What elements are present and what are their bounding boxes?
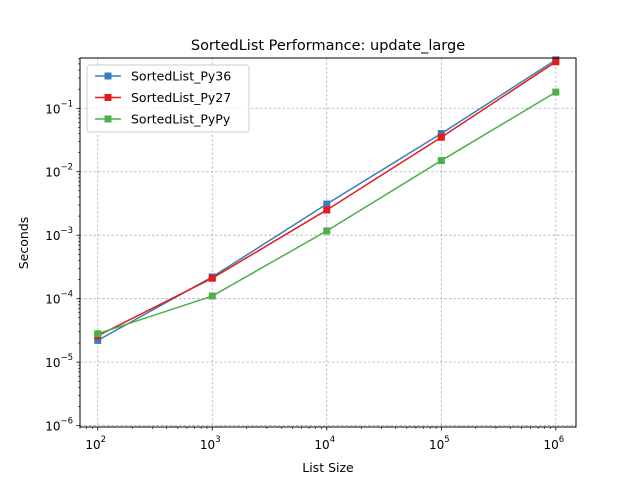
data-point [323,206,331,214]
legend-marker [104,115,112,123]
data-point [437,133,445,141]
y-tick-base: 10 [45,102,60,116]
x-tick-base: 10 [543,438,558,452]
x-tick-label: 106 [543,435,564,452]
y-tick-base: 10 [45,293,60,307]
data-point [208,292,216,300]
y-tick-exponent: −5 [60,353,73,363]
data-point [552,88,560,96]
y-tick-exponent: −2 [60,163,73,173]
data-point [437,157,445,165]
legend-marker [104,94,112,101]
data-point [437,130,445,138]
data-point [94,336,102,344]
x-tick-base: 10 [429,438,444,452]
x-tick-exponent: 4 [330,435,335,445]
data-point [323,227,331,235]
data-point [94,330,102,338]
legend-entry: SortedList_PyPy [95,112,231,127]
y-tick-base: 10 [45,356,60,370]
legend-label: SortedList_Py36 [131,69,231,84]
grid [80,58,576,427]
plot-frame [79,57,577,428]
y-tick-base: 10 [45,420,60,434]
legend-box [86,64,250,133]
data-point [208,274,216,282]
y-tick-base: 10 [45,229,60,243]
chart-title: SortedList Performance: update_large [191,38,465,54]
x-axis: 102 103 104 105 106 [79,427,564,452]
x-tick-base: 10 [200,438,215,452]
y-tick-label: 10−6 [45,417,73,434]
x-tick-exponent: 3 [215,435,220,445]
y-tick-exponent: −6 [60,417,73,427]
legend-marker [104,72,112,80]
y-tick-label: 10−2 [45,163,73,180]
series-SortedList_PyPy [94,88,560,338]
data-point [552,58,560,66]
x-tick-exponent: 5 [444,435,449,445]
legend-entry: SortedList_Py36 [95,69,231,84]
x-tick-exponent: 2 [101,435,106,445]
legend-label: SortedList_Py27 [131,90,231,105]
y-tick-label: 10−1 [45,99,73,116]
data-point [323,200,331,208]
y-axis-label: Seconds [16,217,31,270]
legend: SortedList_Py36 SortedList_Py27 SortedList… [86,64,250,133]
x-tick-label: 102 [85,435,106,452]
x-tick-label: 104 [314,435,335,452]
y-tick-exponent: −4 [60,290,73,300]
y-tick-exponent: −3 [60,226,73,236]
y-axis: 10−610−510−410−310−210−1 [45,58,80,434]
y-tick-exponent: −1 [60,99,73,109]
x-tick-base: 10 [85,438,100,452]
y-tick-base: 10 [45,166,60,180]
x-tick-label: 105 [429,435,450,452]
y-tick-label: 10−4 [45,290,73,307]
series-layer [94,56,560,344]
y-tick-label: 10−5 [45,353,73,370]
y-tick-label: 10−3 [45,226,73,243]
x-tick-exponent: 6 [559,435,564,445]
legend-entry: SortedList_Py27 [95,90,231,105]
legend-label: SortedList_PyPy [131,112,231,127]
x-tick-base: 10 [314,438,329,452]
x-axis-label: List Size [302,460,354,475]
x-tick-label: 103 [200,435,221,452]
